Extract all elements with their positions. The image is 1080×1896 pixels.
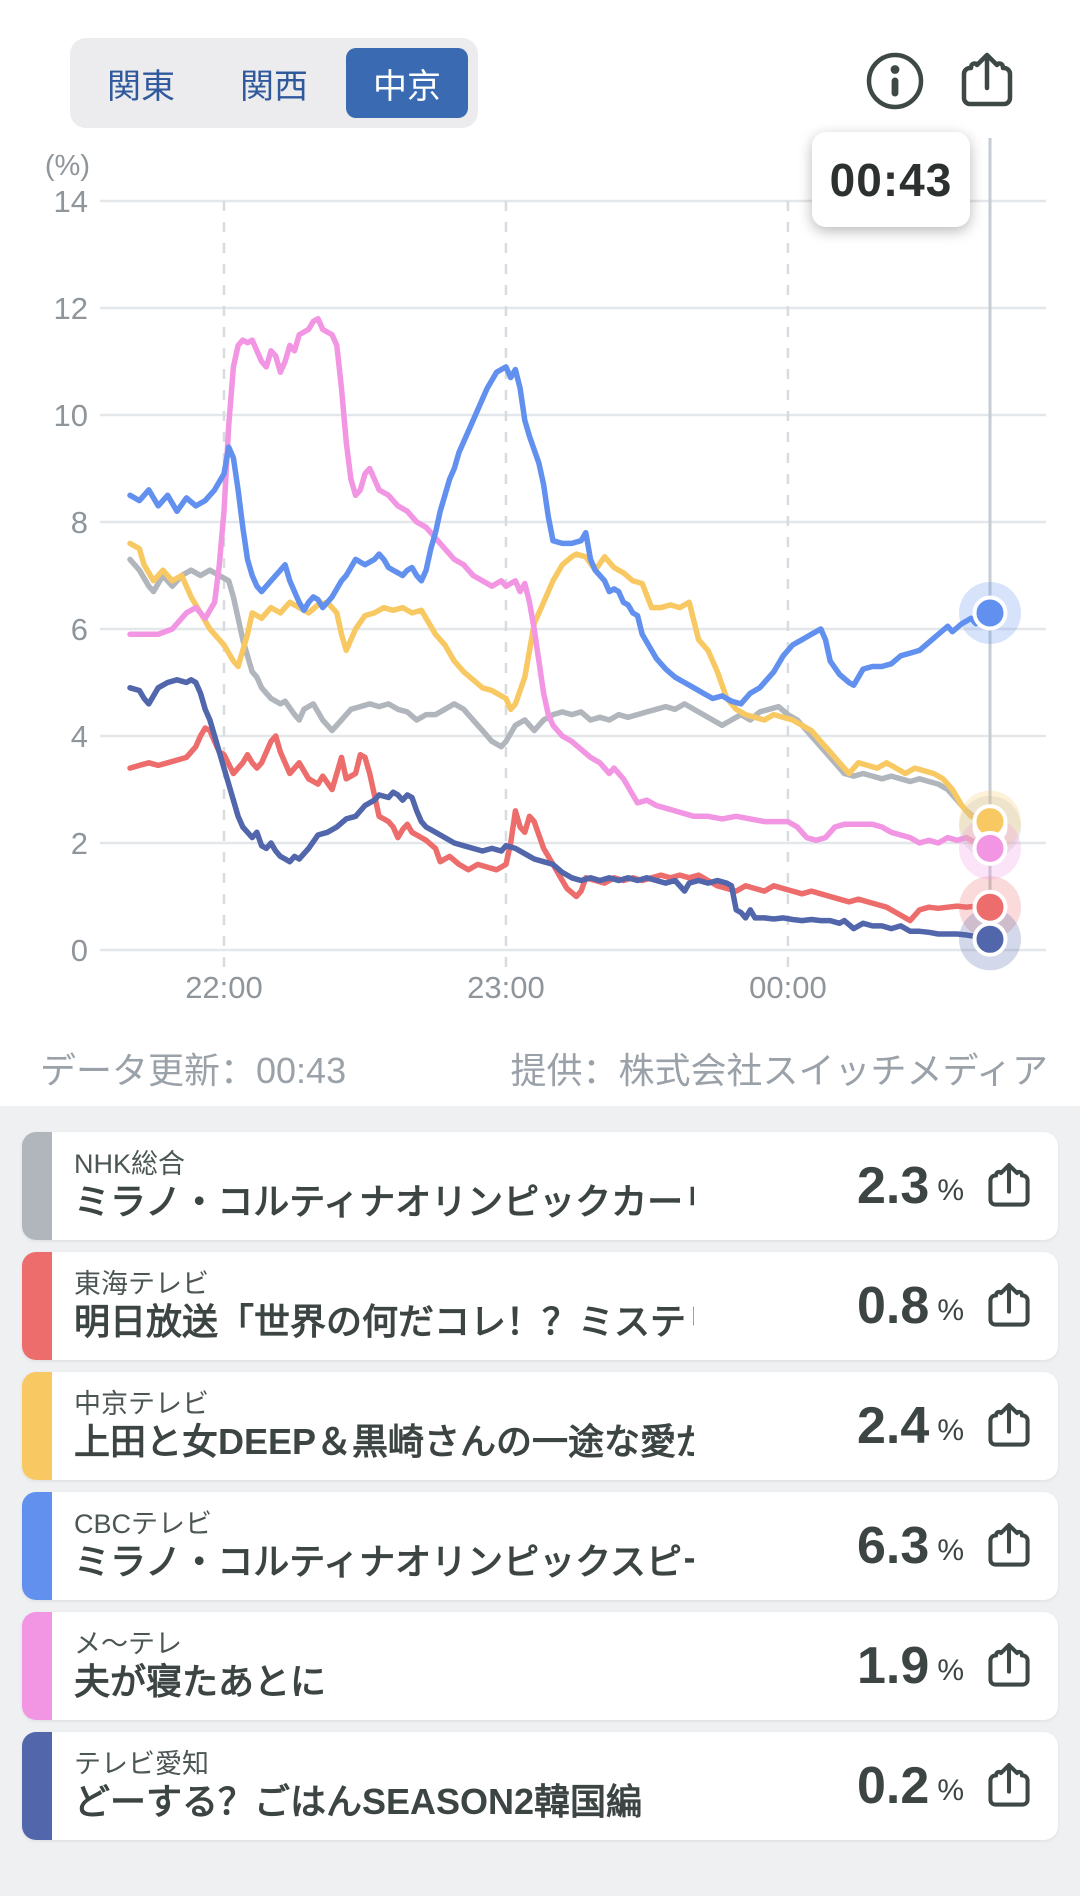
channel-card-tokai[interactable]: 東海テレビ 明日放送「世界の何だコレ！？ミステリー… 0.8 %: [22, 1252, 1058, 1360]
chart-canvas[interactable]: 0 2 4 6 8 10 12 14(%) 22:00 23:00 00:00: [0, 130, 1080, 1030]
channel-card-tvaichi[interactable]: テレビ愛知 どーする？ごはんSEASON2韓国編 0.2 %: [22, 1732, 1058, 1840]
tab-chukyo[interactable]: 中京: [346, 48, 468, 118]
info-icon[interactable]: [864, 50, 926, 112]
rating-unit: %: [937, 1414, 964, 1447]
rating-unit: %: [937, 1654, 964, 1687]
data-updated-label: データ更新：00:43: [40, 1050, 347, 1091]
region-tab-group: 関東 関西 中京: [70, 38, 478, 128]
program-title: 上田と女DEEP＆黒崎さんの一途な愛がと…: [74, 1421, 694, 1462]
svg-text:8: 8: [71, 505, 88, 540]
series-color-stripe: [22, 1132, 52, 1240]
svg-text:2: 2: [71, 826, 88, 861]
svg-text:0: 0: [71, 933, 88, 968]
program-title: どーする？ごはんSEASON2韓国編: [74, 1781, 643, 1822]
tab-kanto[interactable]: 関東: [80, 48, 202, 118]
tab-kansai[interactable]: 関西: [213, 48, 335, 118]
share-icon[interactable]: [984, 1281, 1034, 1331]
rating-value: 0.2: [857, 1757, 930, 1815]
program-title: 明日放送「世界の何だコレ！？ミステリー…: [74, 1301, 694, 1342]
series-color-stripe: [22, 1252, 52, 1360]
series-color-stripe: [22, 1732, 52, 1840]
share-icon[interactable]: [984, 1641, 1034, 1691]
channel-card-chukyo[interactable]: 中京テレビ 上田と女DEEP＆黒崎さんの一途な愛がと… 2.4 %: [22, 1372, 1058, 1480]
data-provider-label: 提供：株式会社スイッチメディア: [510, 1050, 1048, 1091]
rating-unit: %: [937, 1174, 964, 1207]
channel-name: CBCテレビ: [74, 1508, 213, 1539]
share-icon[interactable]: [956, 50, 1018, 112]
svg-text:4: 4: [71, 719, 88, 754]
cursor-time-tooltip: 00:43: [812, 132, 970, 227]
rating-value: 0.8: [857, 1277, 930, 1335]
series-color-stripe: [22, 1372, 52, 1480]
series-color-stripe: [22, 1612, 52, 1720]
program-title: ミラノ・コルティナオリンピックスピード…: [74, 1541, 694, 1582]
channel-card-metele[interactable]: メ〜テレ 夫が寝たあとに 1.9 %: [22, 1612, 1058, 1720]
header-icons: [864, 50, 1018, 112]
share-icon[interactable]: [984, 1761, 1034, 1811]
rating-value: 1.9: [857, 1637, 930, 1695]
channel-name: 中京テレビ: [74, 1388, 209, 1419]
channel-name: NHK総合: [74, 1148, 186, 1179]
svg-text:(%): (%): [45, 150, 90, 182]
rating-value: 2.3: [857, 1157, 930, 1215]
rating-unit: %: [937, 1534, 964, 1567]
channel-card-nhk[interactable]: NHK総合 ミラノ・コルティナオリンピックカーリン… 2.3 %: [22, 1132, 1058, 1240]
svg-text:14: 14: [54, 184, 88, 219]
channel-name: 東海テレビ: [74, 1268, 209, 1299]
series-color-stripe: [22, 1492, 52, 1600]
share-icon[interactable]: [984, 1521, 1034, 1571]
svg-text:23:00: 23:00: [467, 970, 545, 1005]
svg-text:10: 10: [54, 398, 88, 433]
program-title: 夫が寝たあとに: [74, 1661, 327, 1702]
channel-card-cbc[interactable]: CBCテレビ ミラノ・コルティナオリンピックスピード… 6.3 %: [22, 1492, 1058, 1600]
rating-value: 2.4: [857, 1397, 930, 1455]
channel-name: メ〜テレ: [74, 1628, 182, 1659]
channel-list: NHK総合 ミラノ・コルティナオリンピックカーリン… 2.3 % 東海テレビ 明…: [0, 1106, 1080, 1896]
ratings-chart[interactable]: 0 2 4 6 8 10 12 14 (%) 22:00 23:00 00:00 00:43: [0, 130, 1080, 1030]
svg-text:00:00: 00:00: [749, 970, 827, 1005]
channel-name: テレビ愛知: [74, 1748, 209, 1779]
svg-text:12: 12: [54, 291, 88, 326]
svg-text:6: 6: [71, 612, 88, 647]
rating-unit: %: [937, 1294, 964, 1327]
program-title: ミラノ・コルティナオリンピックカーリン…: [74, 1181, 694, 1222]
share-icon[interactable]: [984, 1161, 1034, 1211]
share-icon[interactable]: [984, 1401, 1034, 1451]
chart-meta-row: データ更新：00:43 提供：株式会社スイッチメディア: [0, 1030, 1080, 1106]
rating-unit: %: [937, 1774, 964, 1807]
svg-text:22:00: 22:00: [185, 970, 263, 1005]
rating-value: 6.3: [857, 1517, 930, 1575]
top-bar: 関東 関西 中京: [0, 0, 1080, 130]
